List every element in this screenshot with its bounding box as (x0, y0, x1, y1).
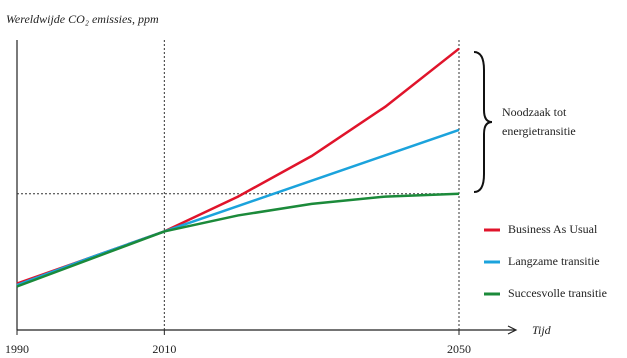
x-tick-label: 1990 (5, 342, 29, 356)
legend-label: Succesvolle transitie (508, 286, 607, 300)
annotation: energietransitie (502, 124, 576, 138)
legend-label: Business As Usual (508, 222, 598, 236)
x-axis-label: Tijd (532, 323, 552, 337)
legend-label: Langzame transitie (508, 254, 600, 268)
x-tick-label: 2010 (152, 342, 176, 356)
series-line (16, 47, 460, 285)
x-axis-arrow (507, 325, 518, 335)
series-line (16, 128, 460, 287)
brace (473, 51, 493, 193)
x-tick-label: 2050 (447, 342, 471, 356)
series-line (16, 192, 460, 288)
chart-title: Wereldwijde CO₂ emissies, ppm (6, 12, 159, 26)
annotation: Noodzaak tot (502, 105, 567, 119)
